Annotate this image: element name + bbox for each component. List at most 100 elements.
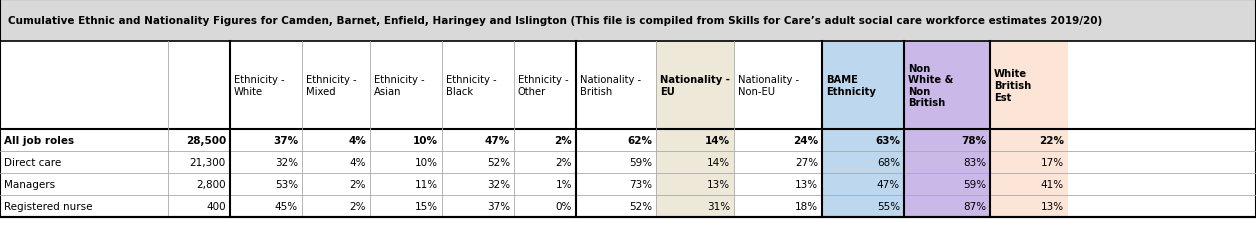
- Bar: [577, 195, 656, 217]
- Bar: [301, 173, 371, 195]
- Text: Direct care: Direct care: [4, 157, 62, 167]
- Text: 27%: 27%: [795, 157, 818, 167]
- Text: 4%: 4%: [348, 135, 365, 145]
- Bar: [168, 151, 230, 173]
- Bar: [301, 195, 371, 217]
- Bar: [0, 195, 168, 217]
- Text: Nationality -
British: Nationality - British: [580, 75, 641, 96]
- Text: 59%: 59%: [963, 179, 986, 189]
- Bar: [301, 151, 371, 173]
- Text: 59%: 59%: [629, 157, 652, 167]
- Bar: [168, 195, 230, 217]
- Text: 22%: 22%: [1039, 135, 1064, 145]
- Bar: [371, 42, 442, 129]
- Text: 32%: 32%: [275, 157, 298, 167]
- Bar: [0, 0, 1256, 42]
- Text: 1%: 1%: [555, 179, 571, 189]
- Bar: [821, 195, 904, 217]
- Text: 24%: 24%: [793, 135, 818, 145]
- Bar: [821, 129, 904, 151]
- Bar: [371, 195, 442, 217]
- Text: 2%: 2%: [349, 179, 365, 189]
- Bar: [514, 151, 577, 173]
- Text: 13%: 13%: [795, 179, 818, 189]
- Text: 21,300: 21,300: [190, 157, 226, 167]
- Bar: [990, 129, 1068, 151]
- Text: 13%: 13%: [707, 179, 730, 189]
- Bar: [990, 42, 1068, 129]
- Bar: [734, 129, 821, 151]
- Text: 14%: 14%: [707, 157, 730, 167]
- Bar: [656, 173, 734, 195]
- Text: 45%: 45%: [275, 201, 298, 211]
- Bar: [371, 173, 442, 195]
- Text: BAME
Ethnicity: BAME Ethnicity: [826, 75, 875, 96]
- Text: 2%: 2%: [554, 135, 571, 145]
- Text: Non
White &
Non
British: Non White & Non British: [908, 63, 953, 108]
- Text: 11%: 11%: [414, 179, 438, 189]
- Text: Ethnicity -
Other: Ethnicity - Other: [517, 75, 569, 96]
- Bar: [301, 129, 371, 151]
- Text: 10%: 10%: [413, 135, 438, 145]
- Text: 68%: 68%: [877, 157, 901, 167]
- Bar: [514, 195, 577, 217]
- Text: 52%: 52%: [629, 201, 652, 211]
- Text: 73%: 73%: [629, 179, 652, 189]
- Text: 52%: 52%: [487, 157, 510, 167]
- Bar: [230, 151, 301, 173]
- Bar: [230, 173, 301, 195]
- Text: 2%: 2%: [349, 201, 365, 211]
- Text: Nationality -
Non-EU: Nationality - Non-EU: [739, 75, 799, 96]
- Bar: [0, 173, 168, 195]
- Bar: [734, 151, 821, 173]
- Bar: [904, 151, 990, 173]
- Text: Cumulative Ethnic and Nationality Figures for Camden, Barnet, Enfield, Haringey : Cumulative Ethnic and Nationality Figure…: [8, 16, 1103, 26]
- Text: 400: 400: [206, 201, 226, 211]
- Bar: [656, 129, 734, 151]
- Bar: [514, 129, 577, 151]
- Text: Managers: Managers: [4, 179, 55, 189]
- Bar: [168, 42, 230, 129]
- Bar: [821, 42, 904, 129]
- Bar: [990, 151, 1068, 173]
- Text: 37%: 37%: [487, 201, 510, 211]
- Bar: [442, 129, 514, 151]
- Text: Ethnicity -
Mixed: Ethnicity - Mixed: [306, 75, 357, 96]
- Bar: [168, 173, 230, 195]
- Text: Ethnicity -
Asian: Ethnicity - Asian: [374, 75, 425, 96]
- Text: Ethnicity -
White: Ethnicity - White: [234, 75, 285, 96]
- Bar: [301, 42, 371, 129]
- Text: 17%: 17%: [1041, 157, 1064, 167]
- Bar: [577, 173, 656, 195]
- Bar: [442, 42, 514, 129]
- Text: 41%: 41%: [1041, 179, 1064, 189]
- Text: 4%: 4%: [349, 157, 365, 167]
- Bar: [577, 42, 656, 129]
- Bar: [0, 151, 168, 173]
- Bar: [734, 42, 821, 129]
- Text: 18%: 18%: [795, 201, 818, 211]
- Text: 63%: 63%: [875, 135, 901, 145]
- Bar: [442, 173, 514, 195]
- Text: 37%: 37%: [273, 135, 298, 145]
- Bar: [821, 151, 904, 173]
- Bar: [230, 42, 301, 129]
- Text: 83%: 83%: [963, 157, 986, 167]
- Text: Registered nurse: Registered nurse: [4, 201, 93, 211]
- Text: 47%: 47%: [485, 135, 510, 145]
- Bar: [904, 42, 990, 129]
- Bar: [656, 195, 734, 217]
- Text: 10%: 10%: [414, 157, 438, 167]
- Text: 62%: 62%: [627, 135, 652, 145]
- Bar: [904, 195, 990, 217]
- Text: 53%: 53%: [275, 179, 298, 189]
- Text: 14%: 14%: [705, 135, 730, 145]
- Bar: [230, 195, 301, 217]
- Text: 13%: 13%: [1041, 201, 1064, 211]
- Text: 87%: 87%: [963, 201, 986, 211]
- Text: 32%: 32%: [487, 179, 510, 189]
- Text: 2,800: 2,800: [196, 179, 226, 189]
- Text: All job roles: All job roles: [4, 135, 74, 145]
- Text: 78%: 78%: [961, 135, 986, 145]
- Text: Ethnicity -
Black: Ethnicity - Black: [446, 75, 496, 96]
